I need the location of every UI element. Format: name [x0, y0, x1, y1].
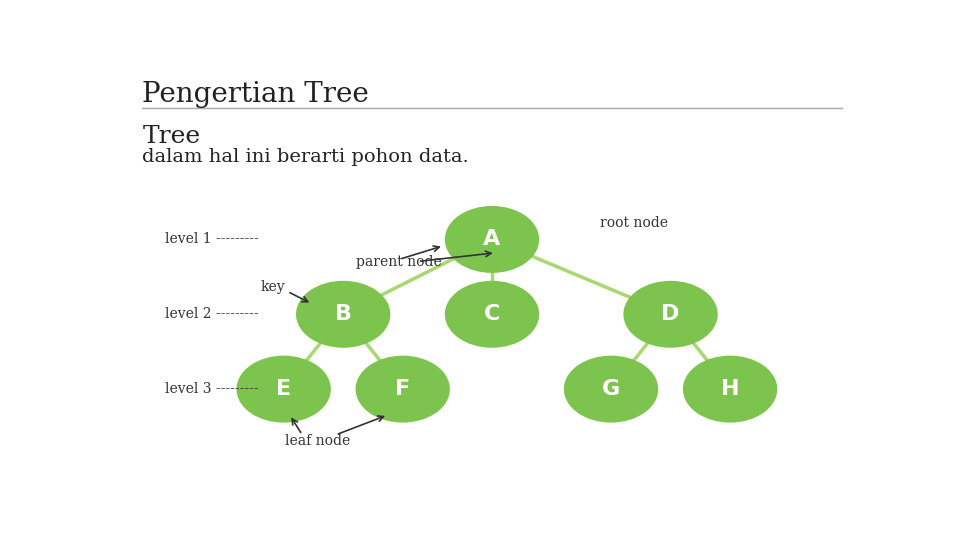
Text: Pengertian Tree: Pengertian Tree — [142, 82, 369, 109]
Text: key: key — [260, 280, 285, 294]
Text: F: F — [396, 379, 410, 399]
Text: leaf node: leaf node — [284, 434, 349, 448]
Text: G: G — [602, 379, 620, 399]
Ellipse shape — [684, 357, 777, 422]
Text: H: H — [721, 379, 739, 399]
Text: level 3 ---------: level 3 --------- — [165, 382, 258, 396]
Text: B: B — [335, 304, 351, 325]
Text: root node: root node — [600, 216, 668, 230]
Ellipse shape — [445, 207, 539, 272]
Text: A: A — [484, 230, 500, 249]
Ellipse shape — [624, 282, 717, 347]
Text: dalam hal ini berarti pohon data.: dalam hal ini berarti pohon data. — [142, 148, 469, 166]
Ellipse shape — [297, 282, 390, 347]
Text: C: C — [484, 304, 500, 325]
Text: D: D — [661, 304, 680, 325]
Text: Tree: Tree — [142, 125, 201, 148]
Ellipse shape — [445, 282, 539, 347]
Text: parent node: parent node — [356, 255, 442, 269]
Text: E: E — [276, 379, 291, 399]
Ellipse shape — [237, 357, 330, 422]
Text: level 2 ---------: level 2 --------- — [165, 307, 258, 321]
Ellipse shape — [564, 357, 658, 422]
Text: level 1 ---------: level 1 --------- — [165, 232, 258, 246]
Ellipse shape — [356, 357, 449, 422]
